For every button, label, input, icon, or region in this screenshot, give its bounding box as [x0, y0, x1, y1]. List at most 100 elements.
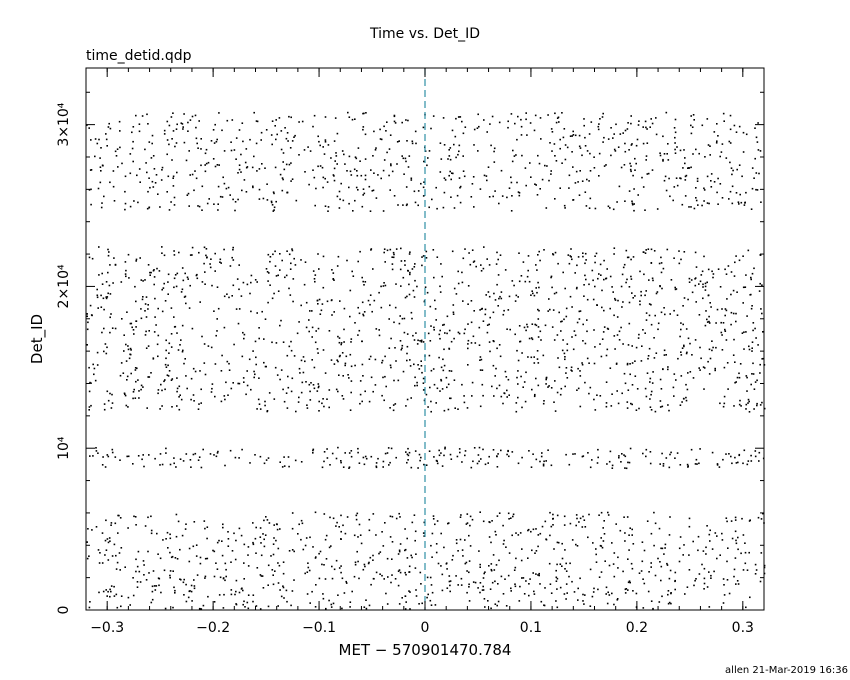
data-point	[526, 275, 529, 278]
data-point	[115, 593, 118, 596]
data-point	[440, 452, 442, 454]
data-point	[648, 347, 651, 350]
data-point	[544, 587, 546, 589]
data-point	[230, 561, 232, 563]
data-point	[441, 573, 444, 576]
data-point	[436, 462, 439, 465]
data-point	[131, 326, 133, 329]
data-point	[167, 547, 169, 549]
data-point	[589, 605, 592, 607]
data-point	[635, 144, 638, 147]
data-point	[581, 180, 584, 182]
data-point	[514, 333, 516, 336]
data-point	[582, 340, 584, 342]
x-tick-label: −0.2	[196, 620, 230, 636]
data-point	[602, 331, 605, 333]
data-point	[168, 342, 171, 345]
data-point	[427, 157, 429, 159]
data-point	[605, 405, 608, 408]
data-point	[391, 541, 394, 543]
data-point	[673, 257, 675, 259]
data-point	[90, 382, 92, 384]
data-point	[98, 246, 100, 248]
data-point	[309, 150, 312, 152]
data-point	[597, 125, 600, 128]
data-point	[250, 310, 252, 313]
data-point	[733, 575, 735, 578]
data-point	[375, 197, 378, 199]
data-point	[322, 597, 325, 600]
data-point	[356, 170, 358, 172]
data-point	[606, 602, 609, 605]
data-point	[404, 260, 406, 262]
data-point	[622, 301, 624, 303]
data-point	[143, 564, 145, 566]
data-point	[185, 159, 188, 162]
data-point	[464, 126, 467, 128]
y-tick-label: 10⁴	[56, 436, 72, 460]
data-point	[761, 358, 763, 360]
data-point	[611, 592, 613, 595]
data-point	[117, 166, 119, 168]
data-point	[176, 558, 179, 560]
data-point	[289, 147, 292, 149]
data-point	[515, 557, 517, 560]
data-point	[147, 308, 149, 310]
data-point	[588, 362, 590, 364]
data-point	[309, 602, 311, 604]
data-point	[756, 189, 759, 191]
data-point	[628, 286, 631, 288]
data-point	[726, 579, 729, 581]
data-point	[628, 549, 630, 551]
data-point	[541, 452, 543, 454]
data-point	[725, 453, 727, 455]
data-point	[223, 395, 226, 397]
data-point	[611, 467, 614, 469]
data-point	[180, 291, 183, 293]
data-point	[645, 395, 648, 398]
data-point	[645, 249, 647, 251]
data-point	[213, 310, 215, 312]
data-point	[237, 322, 240, 325]
data-point	[534, 114, 537, 117]
data-point	[238, 527, 241, 530]
data-point	[523, 326, 526, 329]
data-point	[223, 182, 226, 185]
data-point	[157, 355, 159, 358]
data-point	[712, 273, 715, 275]
data-point	[326, 181, 329, 183]
data-point	[689, 342, 691, 345]
data-point	[499, 295, 501, 298]
data-point	[516, 376, 518, 379]
data-point	[533, 362, 536, 364]
data-point	[222, 607, 225, 609]
data-point	[360, 542, 363, 545]
data-point	[309, 399, 312, 401]
data-point	[427, 332, 430, 335]
data-point	[183, 296, 186, 298]
data-point	[408, 571, 410, 573]
data-point	[477, 454, 480, 456]
data-point	[413, 514, 416, 516]
data-point	[669, 569, 672, 572]
data-point	[511, 280, 514, 282]
data-point	[88, 406, 91, 408]
data-point	[411, 142, 414, 145]
data-point	[207, 161, 210, 164]
data-point	[243, 578, 245, 580]
data-point	[269, 260, 271, 263]
data-point	[586, 178, 588, 181]
data-point	[96, 294, 99, 297]
data-point	[352, 275, 355, 277]
data-point	[647, 355, 650, 357]
data-point	[619, 133, 622, 135]
data-point	[274, 166, 277, 169]
data-point	[520, 125, 523, 128]
data-point	[147, 264, 150, 266]
data-point	[140, 384, 143, 387]
data-point	[667, 593, 669, 596]
data-point	[406, 295, 408, 298]
data-point	[154, 316, 156, 318]
data-point	[484, 308, 487, 311]
data-point	[657, 322, 660, 325]
